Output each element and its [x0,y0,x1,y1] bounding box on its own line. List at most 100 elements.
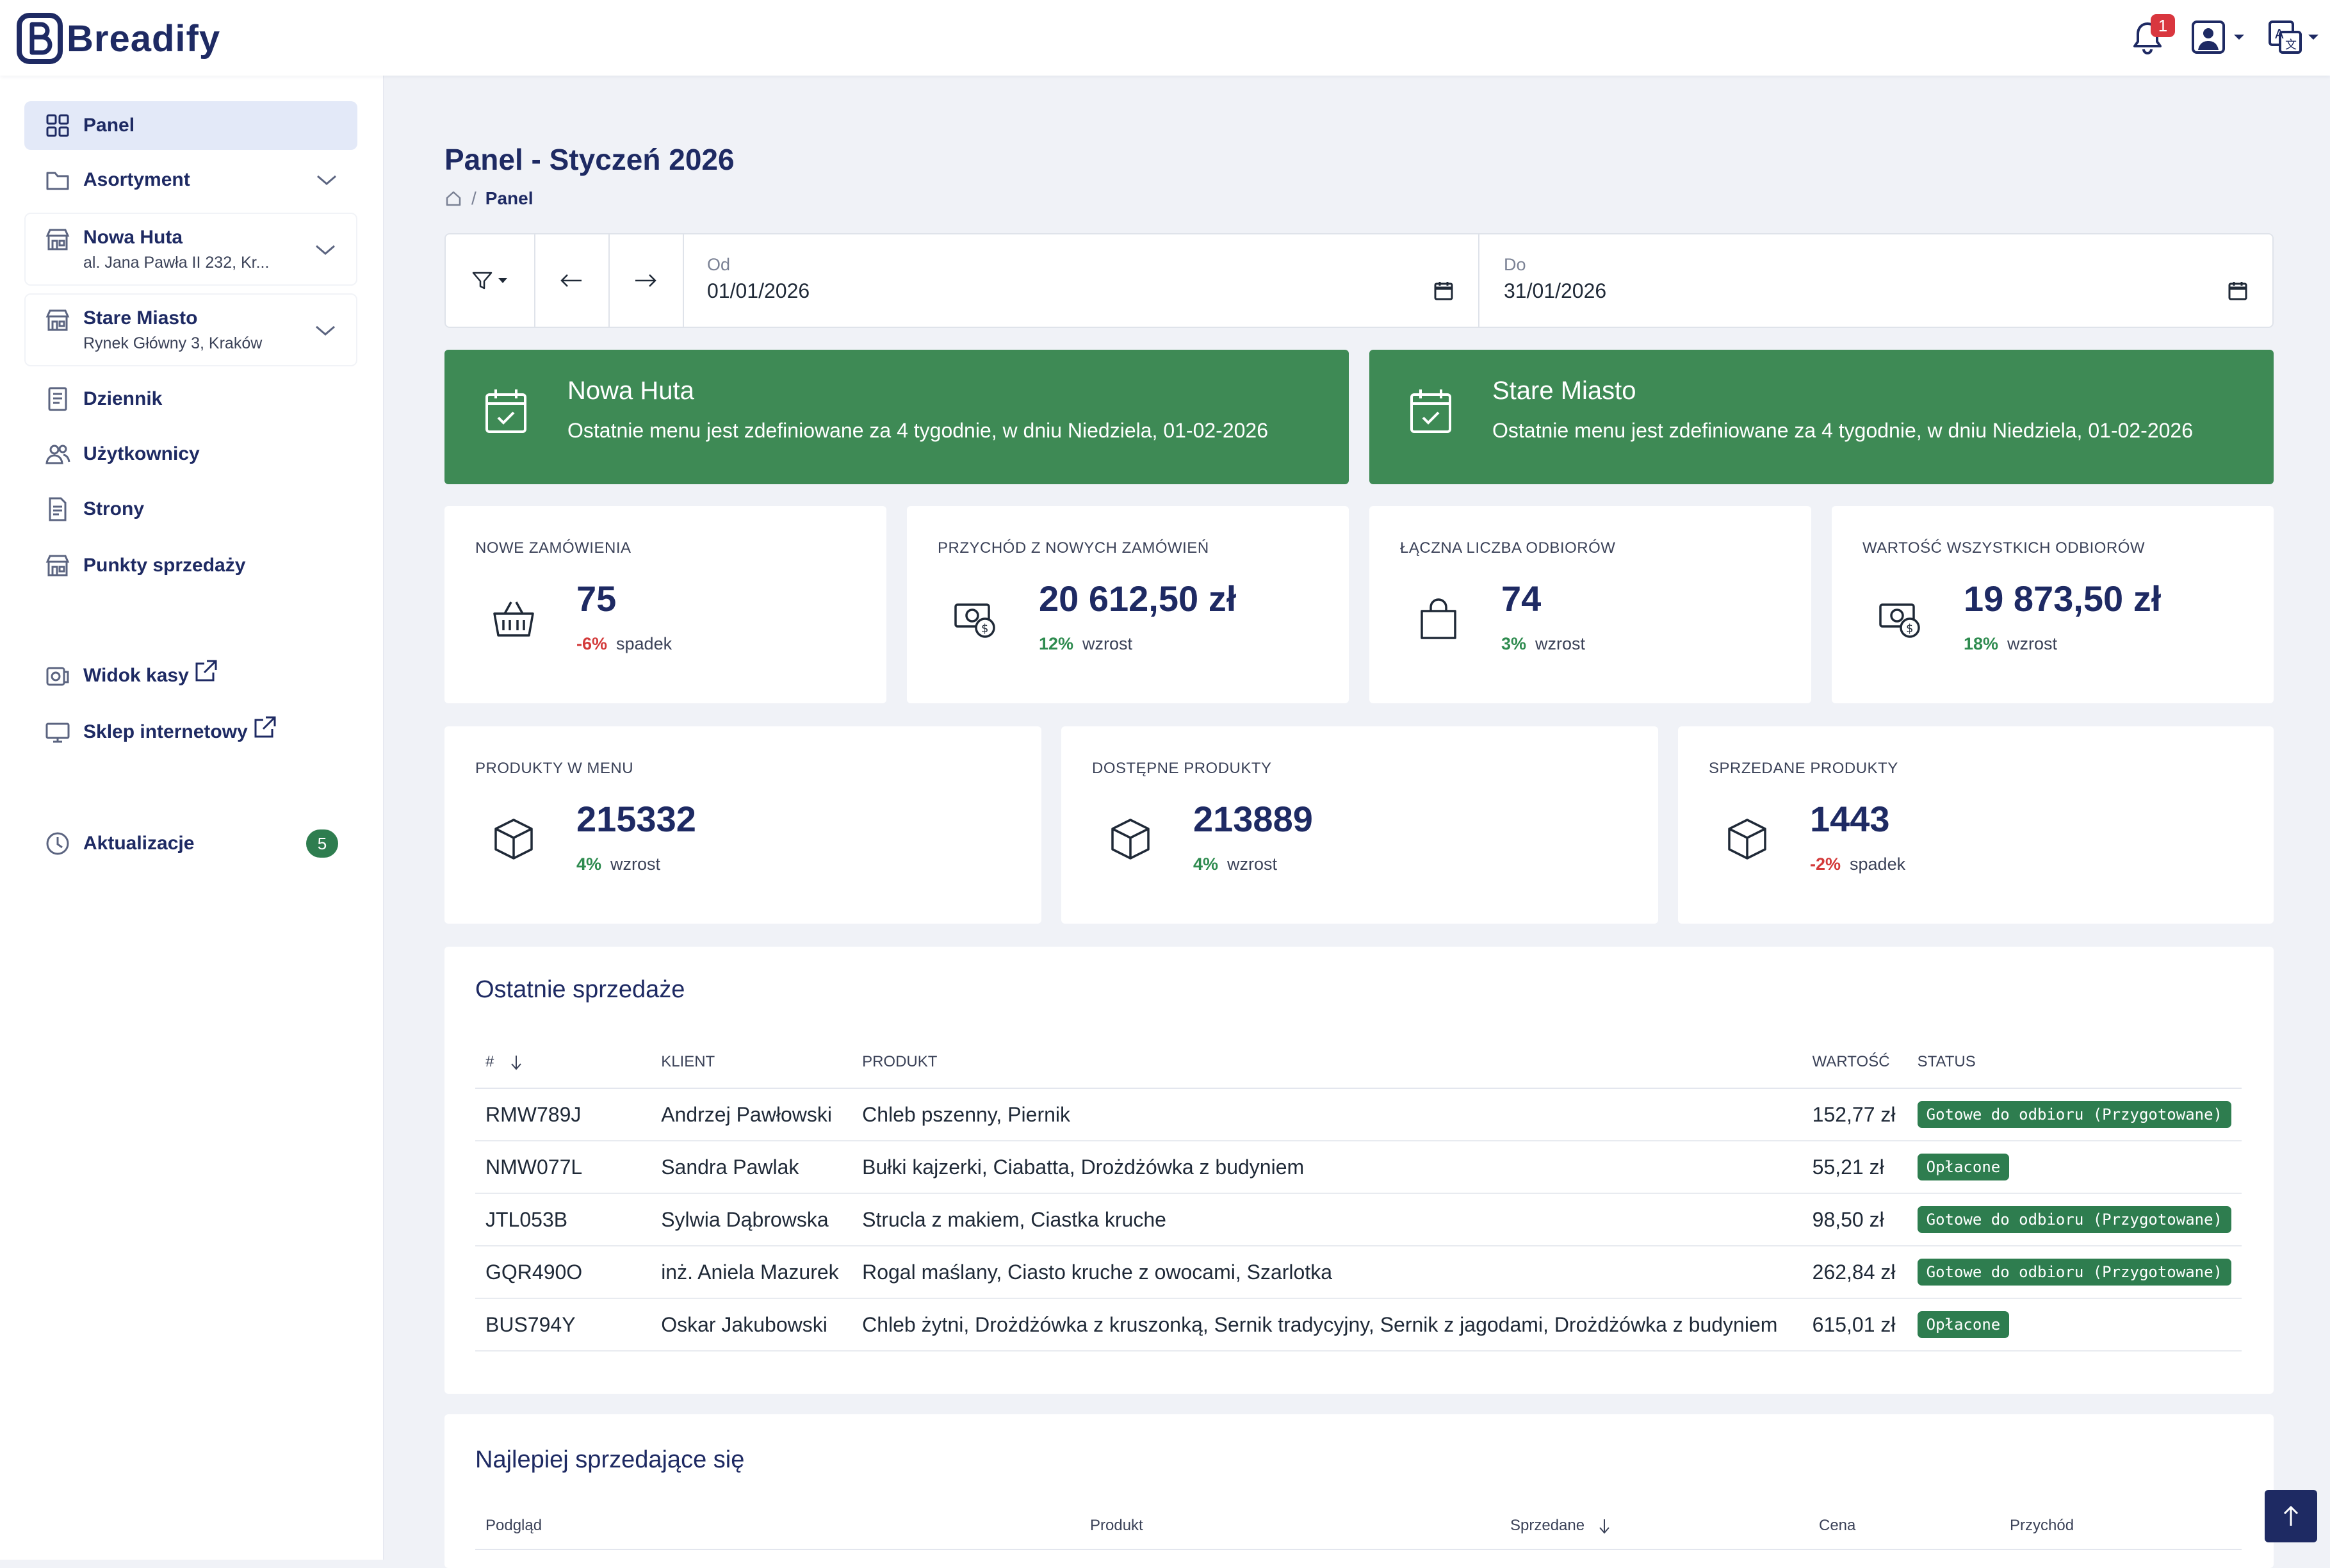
basket-icon [493,601,534,637]
stat-trend: spadek [616,634,672,653]
stat-change: -6% spadek [576,634,672,654]
sidebar-item-dziennik[interactable]: Dziennik [24,378,357,420]
column-header-sold[interactable]: Sprzedane [1510,1517,1611,1535]
order-id-link[interactable]: GQR490O [475,1246,651,1299]
caret-down-icon [498,278,507,283]
home-icon[interactable] [444,190,462,208]
product-cell: Rogal maślany, Ciasto kruche z owocami, … [852,1246,1802,1299]
sidebar-item-punkty-sprzedazy[interactable]: Punkty sprzedaży [24,544,357,587]
value-cell: 262,84 zł [1802,1246,1907,1299]
status-cell: Gotowe do odbioru (Przygotowane) [1907,1246,2242,1299]
menu-alert-nowa-huta: Nowa Huta Ostatnie menu jest zdefiniowan… [444,350,1349,484]
notifications-button[interactable]: 1 [2133,14,2175,56]
sidebar-item-label: Aktualizacje [83,833,195,854]
order-id-link[interactable]: JTL053B [475,1193,651,1246]
svg-text:文: 文 [2285,38,2297,52]
stat-label: Dostępne produkty [1092,760,1272,777]
breadcrumb-current: Panel [485,188,534,208]
breadcrumb: / Panel [444,188,533,209]
table-row: NMW077L Sandra Pawlak Bułki kajzerki, Ci… [475,1141,2242,1194]
sidebar-item-stare-miasto[interactable]: Stare Miasto Rynek Główny 3, Kraków [24,293,357,366]
user-icon [2192,20,2225,54]
status-badge: Opłacone [1917,1154,2010,1180]
filter-button[interactable] [446,234,535,327]
column-header-status[interactable]: Status [1907,1036,2242,1089]
svg-text:$: $ [981,622,988,635]
alert-text: Ostatnie menu jest zdefiniowane za 4 tyg… [567,419,1268,442]
sidebar-item-uzytkownicy[interactable]: Użytkownicy [24,433,357,475]
date-from-field[interactable]: Od 01/01/2026 [683,234,1479,327]
filter-icon [472,272,493,290]
sidebar-item-asortyment[interactable]: Asortyment [24,159,357,201]
folder-icon [46,172,69,190]
stat-trend: wzrost [610,854,661,874]
value-cell: 152,77 zł [1802,1088,1907,1141]
external-link-icon [254,716,276,738]
sidebar-item-strony[interactable]: Strony [24,488,357,530]
svg-text:$: $ [1906,622,1913,635]
date-to-field[interactable]: Do 31/01/2026 [1479,234,2272,327]
value-cell: 55,21 zł [1802,1141,1907,1194]
box-icon [494,819,533,860]
alert-text: Ostatnie menu jest zdefiniowane za 4 tyg… [1492,419,2193,442]
date-to-value[interactable]: 31/01/2026 [1504,279,1607,302]
calendar-icon[interactable] [1433,281,1454,301]
column-header-price[interactable]: Cena [1819,1517,1856,1534]
calendar-check-icon [1410,389,1451,433]
stat-card-new-orders-revenue: Przychód z nowych zamówień $ 20 612,50 z… [907,506,1349,703]
stat-value: 74 [1501,578,1542,619]
svg-text:A: A [2275,26,2284,42]
stat-value: 213889 [1193,799,1313,839]
sidebar-item-nowa-huta[interactable]: Nowa Huta al. Jana Pawła II 232, Kr... [24,213,357,286]
date-from-value[interactable]: 01/01/2026 [707,279,810,302]
language-menu-button[interactable]: A 文 [2267,18,2320,56]
previous-period-button[interactable] [534,234,610,327]
next-period-button[interactable] [608,234,684,327]
stat-label: Łączna liczba odbiorów [1400,539,1616,557]
stat-trend: wzrost [1227,854,1278,874]
sidebar: Panel Asortyment Nowa Huta al. Jana Pawł… [0,76,384,1560]
stat-label: Sprzedane produkty [1709,760,1898,777]
top-bar: Breadify 1 A 文 [0,0,2330,76]
sidebar-item-label: Sklep internetowy [83,721,248,742]
stat-change: 12% wzrost [1039,634,1132,654]
arrow-right-icon [635,274,656,287]
sidebar-item-label: Strony [83,498,145,519]
sort-down-icon [1599,1519,1609,1534]
chevron-down-icon [316,245,335,255]
stat-change: 4% wzrost [576,854,660,874]
column-header-product[interactable]: Produkt [852,1036,1802,1089]
column-header-revenue[interactable]: Przychód [2010,1517,2074,1534]
column-header-preview[interactable]: Podgląd [485,1517,542,1534]
sidebar-item-panel[interactable]: Panel [24,101,357,150]
sidebar-item-label: Panel [83,115,135,136]
column-header-value[interactable]: Wartość [1802,1036,1907,1089]
order-id-link[interactable]: RMW789J [475,1088,651,1141]
stat-trend: wzrost [1535,634,1586,653]
sidebar-item-sklep-internetowy[interactable]: Sklep internetowy [24,711,357,753]
status-badge: Gotowe do odbioru (Przygotowane) [1917,1101,2231,1128]
scroll-to-top-button[interactable] [2265,1490,2317,1542]
recent-sales-card: Ostatnie sprzedaże # Klient Produkt Wart… [444,947,2274,1394]
app-logo[interactable]: Breadify [15,12,220,65]
column-header-number[interactable]: # [475,1036,651,1089]
bag-icon [1421,598,1456,639]
sidebar-item-label: Użytkownicy [83,443,200,464]
order-id-link[interactable]: NMW077L [475,1141,651,1194]
column-header-product[interactable]: Produkt [1090,1517,1143,1534]
sidebar-item-label: Asortyment [83,169,190,190]
external-link-icon [195,660,217,682]
sidebar-item-label: Dziennik [83,388,163,409]
order-id-link[interactable]: BUS794Y [475,1298,651,1352]
alert-title: Nowa Huta [567,377,694,405]
table-row: RMW789J Andrzej Pawłowski Chleb pszenny,… [475,1088,2242,1141]
column-header-client[interactable]: Klient [651,1036,852,1089]
app-name: Breadify [67,17,221,60]
sidebar-item-aktualizacje[interactable]: Aktualizacje 5 [24,822,357,865]
journal-icon [48,387,67,411]
calendar-icon[interactable] [2228,281,2248,301]
sidebar-item-widok-kasy[interactable]: Widok kasy [24,655,357,697]
stat-change-percent: -2% [1810,854,1841,874]
client-cell: inż. Aniela Mazurek [651,1246,852,1299]
user-menu-button[interactable] [2190,18,2245,56]
